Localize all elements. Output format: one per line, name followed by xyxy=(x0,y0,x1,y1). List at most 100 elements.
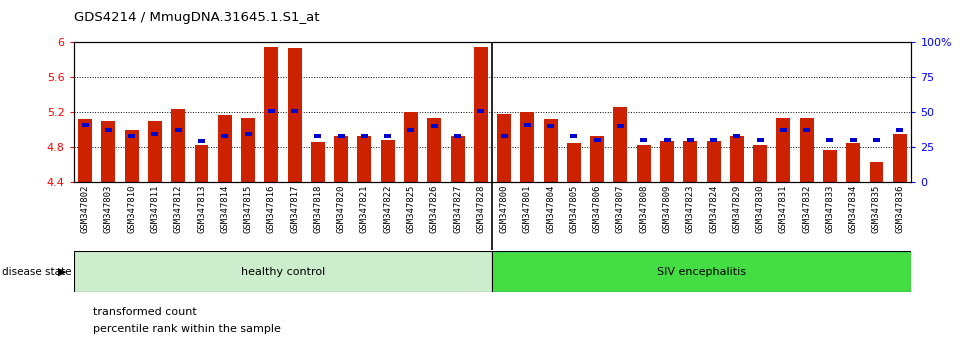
Bar xyxy=(334,136,348,182)
FancyBboxPatch shape xyxy=(74,251,492,292)
Text: GSM347824: GSM347824 xyxy=(710,184,718,233)
Bar xyxy=(427,118,441,182)
Text: GSM347809: GSM347809 xyxy=(662,184,671,233)
Bar xyxy=(873,138,880,142)
Bar xyxy=(683,141,698,182)
Bar xyxy=(315,134,321,138)
Text: GSM347829: GSM347829 xyxy=(732,184,741,233)
Bar xyxy=(338,134,345,138)
Bar xyxy=(451,136,465,182)
Bar xyxy=(218,115,231,182)
Bar xyxy=(404,112,417,182)
Bar xyxy=(172,109,185,182)
Bar xyxy=(617,124,624,128)
Text: GSM347823: GSM347823 xyxy=(686,184,695,233)
Bar xyxy=(776,118,790,182)
Bar xyxy=(570,134,577,138)
Bar xyxy=(850,138,857,142)
Bar xyxy=(524,122,531,126)
Bar xyxy=(823,150,837,182)
Bar xyxy=(454,134,461,138)
FancyBboxPatch shape xyxy=(492,251,911,292)
Text: GSM347830: GSM347830 xyxy=(756,184,764,233)
Bar xyxy=(547,124,554,128)
Bar xyxy=(78,119,92,182)
Bar xyxy=(710,138,717,142)
Bar xyxy=(291,109,298,113)
Text: GSM347836: GSM347836 xyxy=(896,184,905,233)
Bar xyxy=(221,134,228,138)
Text: SIV encephalitis: SIV encephalitis xyxy=(658,267,747,277)
Bar xyxy=(520,113,534,182)
Text: GSM347805: GSM347805 xyxy=(569,184,578,233)
Text: GSM347825: GSM347825 xyxy=(407,184,416,233)
Text: GSM347812: GSM347812 xyxy=(173,184,182,233)
Bar xyxy=(105,128,112,132)
Bar xyxy=(640,138,647,142)
Bar xyxy=(152,132,159,136)
Text: GSM347810: GSM347810 xyxy=(127,184,136,233)
Bar xyxy=(590,136,604,182)
Bar xyxy=(477,109,484,113)
Text: GSM347802: GSM347802 xyxy=(80,184,89,233)
Text: GSM347816: GSM347816 xyxy=(267,184,275,233)
Text: GSM347818: GSM347818 xyxy=(314,184,322,233)
Text: GSM347804: GSM347804 xyxy=(546,184,555,233)
Bar xyxy=(804,128,810,132)
Bar xyxy=(893,134,907,182)
Text: GSM347827: GSM347827 xyxy=(453,184,462,233)
Bar xyxy=(707,141,720,182)
Bar xyxy=(288,48,302,182)
Bar xyxy=(194,145,209,182)
Bar xyxy=(733,134,740,138)
Bar xyxy=(268,109,274,113)
Bar xyxy=(544,119,558,182)
Text: disease state: disease state xyxy=(2,267,72,277)
Bar xyxy=(594,138,601,142)
Bar xyxy=(408,128,415,132)
Bar xyxy=(687,138,694,142)
Text: GSM347834: GSM347834 xyxy=(849,184,858,233)
Bar xyxy=(497,114,512,182)
Text: GSM347831: GSM347831 xyxy=(779,184,788,233)
Text: healthy control: healthy control xyxy=(241,267,325,277)
Bar xyxy=(361,134,368,138)
Text: GSM347821: GSM347821 xyxy=(360,184,368,233)
Bar xyxy=(780,128,787,132)
Bar xyxy=(847,143,860,182)
Text: GSM347835: GSM347835 xyxy=(872,184,881,233)
Bar xyxy=(148,121,162,182)
Bar xyxy=(800,118,813,182)
Bar xyxy=(174,128,181,132)
Text: GSM347817: GSM347817 xyxy=(290,184,299,233)
Text: GSM347811: GSM347811 xyxy=(151,184,160,233)
Text: GSM347800: GSM347800 xyxy=(500,184,509,233)
Bar xyxy=(730,136,744,182)
Bar xyxy=(81,122,88,126)
Bar xyxy=(358,136,371,182)
Bar xyxy=(311,142,324,182)
Bar xyxy=(566,143,581,182)
Bar xyxy=(897,128,904,132)
Bar xyxy=(661,141,674,182)
Text: GSM347822: GSM347822 xyxy=(383,184,392,233)
Text: GSM347813: GSM347813 xyxy=(197,184,206,233)
Bar xyxy=(384,134,391,138)
Bar xyxy=(198,139,205,143)
Bar xyxy=(241,118,255,182)
Text: GSM347832: GSM347832 xyxy=(803,184,811,233)
Bar xyxy=(754,145,767,182)
Bar xyxy=(869,162,884,182)
Text: GSM347815: GSM347815 xyxy=(244,184,253,233)
Bar xyxy=(128,134,135,138)
Bar xyxy=(245,132,252,136)
Text: GSM347814: GSM347814 xyxy=(220,184,229,233)
Bar xyxy=(380,141,395,182)
Text: ▶: ▶ xyxy=(58,267,67,277)
Text: GSM347801: GSM347801 xyxy=(523,184,532,233)
Bar xyxy=(431,124,438,128)
Text: GSM347808: GSM347808 xyxy=(639,184,648,233)
Text: GDS4214 / MmugDNA.31645.1.S1_at: GDS4214 / MmugDNA.31645.1.S1_at xyxy=(74,11,319,24)
Bar xyxy=(613,107,627,182)
Bar xyxy=(265,47,278,182)
